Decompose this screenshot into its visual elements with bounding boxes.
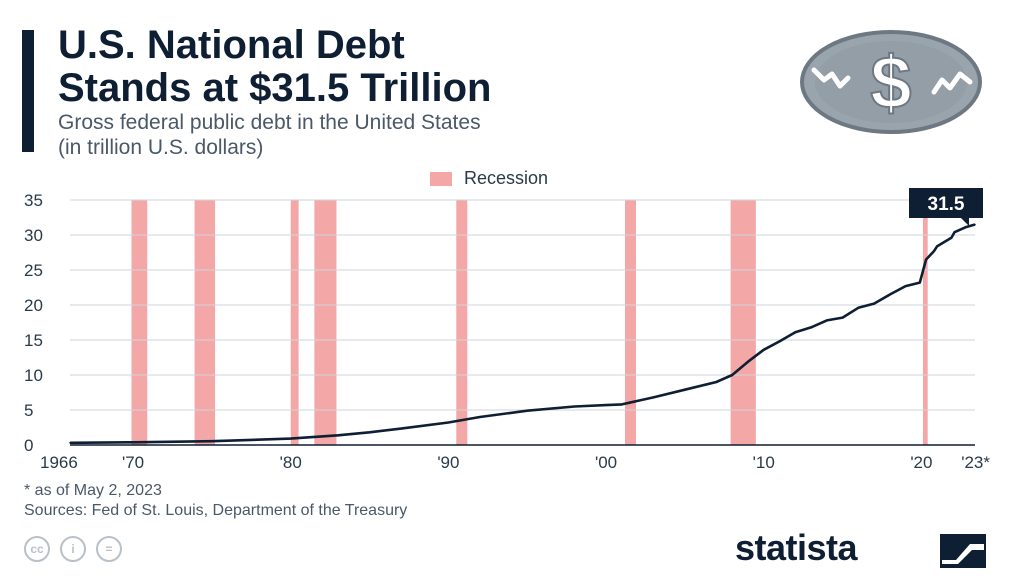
creative-commons-icon[interactable]: cc [24, 536, 50, 562]
y-tick-label: 0 [24, 436, 33, 455]
data-point [621, 403, 623, 406]
y-tick-label: 25 [24, 261, 43, 280]
data-point [889, 293, 891, 296]
data-point [69, 441, 71, 444]
data-point [778, 340, 781, 343]
x-tick-label: 1966 [40, 453, 78, 472]
data-point [605, 404, 607, 406]
x-tick-label: '20 [910, 453, 932, 472]
x-tick-label: '90 [437, 453, 459, 472]
recession-band-5 [624, 200, 637, 445]
recession-bands [131, 200, 928, 445]
data-point [132, 441, 134, 444]
data-point [950, 237, 953, 239]
recession-legend-swatch [430, 171, 452, 186]
data-point [526, 409, 529, 412]
data-point [479, 416, 481, 418]
recession-band-4 [456, 200, 468, 445]
y-tick-label: 35 [24, 191, 43, 210]
no-derivatives-icon[interactable]: = [96, 536, 122, 562]
recession-band-0 [131, 200, 148, 445]
data-point [715, 381, 718, 383]
y-tick-label: 10 [24, 366, 43, 385]
debt-series-line [69, 223, 976, 445]
recession-band-7 [922, 200, 928, 445]
title-accent-bar [22, 30, 34, 152]
data-point [652, 396, 655, 399]
y-tick-label: 30 [24, 226, 43, 245]
license-icons: cc i = [24, 536, 122, 562]
subtitle-line-2: (in trillion U.S. dollars) [58, 136, 264, 159]
series-layer [69, 223, 976, 445]
value-callout: 31.5 [909, 188, 983, 226]
y-tick-label: 20 [24, 296, 43, 315]
data-point [919, 281, 921, 284]
x-tick-label: '23* [961, 453, 990, 472]
data-point [936, 245, 938, 247]
chart-subtitle: Gross federal public debt in the United … [58, 110, 481, 160]
data-point [400, 427, 402, 430]
data-point [731, 374, 733, 376]
data-point [925, 258, 927, 261]
x-axis-ticks: 1966 '70 '80 '90 '00 '10 '20 '23* [40, 453, 990, 472]
data-point [857, 307, 860, 309]
footnote: * as of May 2, 2023 [24, 482, 162, 499]
x-tick-label: '80 [280, 453, 302, 472]
data-point [810, 326, 812, 329]
data-point [841, 316, 844, 319]
subtitle-line-1: Gross federal public debt in the United … [58, 111, 481, 134]
data-point [873, 302, 875, 305]
y-tick-label: 15 [24, 331, 43, 350]
title-line-1: U.S. National Debt [58, 23, 405, 67]
data-point [964, 226, 967, 229]
x-tick-label: '10 [753, 453, 775, 472]
x-tick-label: '70 [122, 453, 144, 472]
recession-band-6 [730, 200, 756, 445]
data-point [684, 388, 686, 391]
chart-legend: Recession [430, 168, 548, 189]
data-point [933, 250, 935, 252]
statista-logo-icon[interactable] [940, 534, 986, 568]
data-point [368, 431, 371, 434]
grid-lines [70, 199, 975, 446]
chart-title: U.S. National Debt Stands at $31.5 Trill… [58, 24, 491, 110]
data-point [904, 285, 907, 287]
recession-band-1 [194, 200, 216, 445]
sources-note: Sources: Fed of St. Louis, Department of… [24, 502, 408, 519]
data-point [289, 437, 292, 440]
attribution-icon[interactable]: i [60, 536, 86, 562]
recession-band-2 [290, 200, 299, 445]
y-tick-label: 5 [24, 401, 33, 420]
data-point [825, 319, 828, 322]
svg-text:$: $ [870, 41, 911, 124]
callout-pointer [961, 218, 969, 226]
title-line-2: Stands at $31.5 Trillion [58, 66, 492, 110]
x-tick-label: '00 [595, 453, 617, 472]
data-point [974, 223, 976, 226]
data-point [794, 331, 797, 334]
recession-band-3 [314, 200, 337, 445]
data-point [337, 434, 339, 437]
data-point [762, 349, 765, 351]
data-point [447, 421, 450, 424]
dollar-coin-icon: $ [800, 30, 982, 134]
recession-legend-label: Recession [464, 168, 549, 188]
data-point [747, 360, 749, 363]
y-axis-ticks: 0 5 10 15 20 25 30 35 [24, 191, 43, 455]
callout-box [909, 188, 983, 218]
data-point [573, 405, 576, 408]
callout-label: 31.5 [928, 194, 965, 215]
data-point [211, 440, 213, 443]
data-point [953, 231, 956, 233]
statista-wordmark[interactable]: statista [735, 527, 858, 568]
